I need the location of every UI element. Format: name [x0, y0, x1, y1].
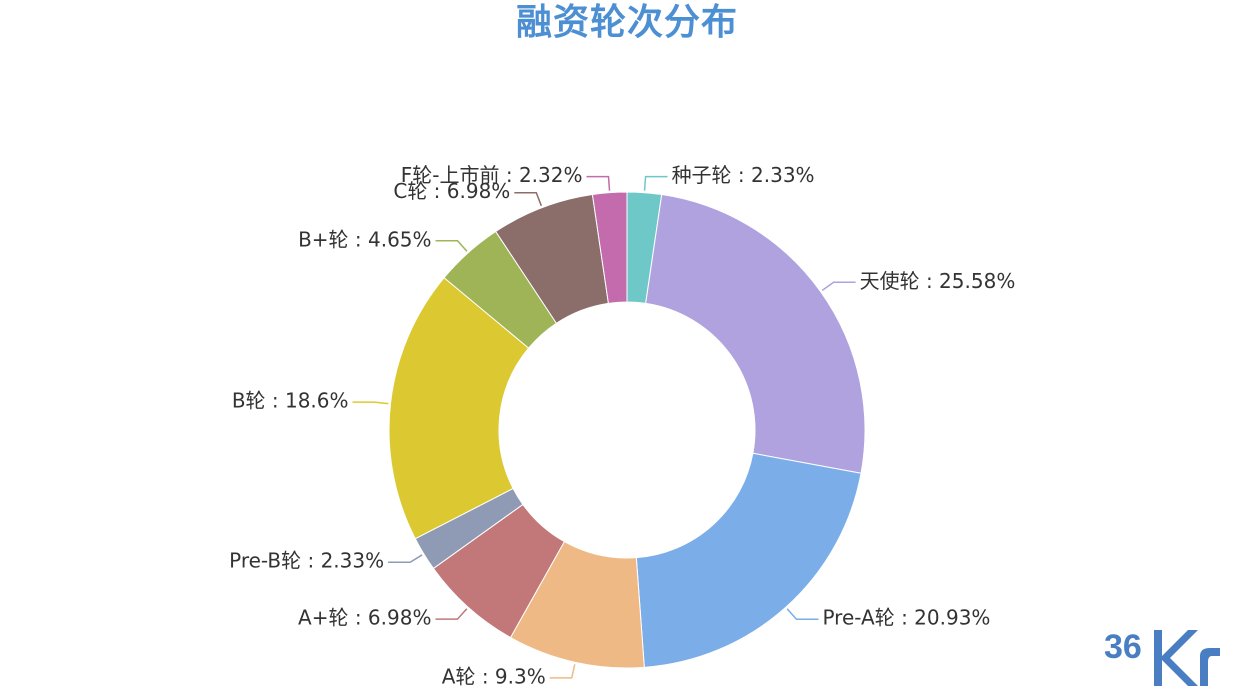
slice-6-leader [352, 401, 389, 405]
chart-title: 融资轮次分布 [515, 2, 738, 43]
slice-2-leader [786, 608, 819, 620]
slice-7-label: B+轮 : 4.65% [298, 227, 431, 251]
labels-group: 种子轮 : 2.33% 天使轮 : 25.58% Pre-A轮 : 20.93% A轮… [229, 163, 1015, 688]
slice-7-leader [435, 240, 468, 252]
slice-1 [645, 193, 866, 474]
slice-5-label: Pre-B轮 : 2.33% [229, 549, 384, 573]
brand-logo: 36 [1104, 628, 1220, 686]
slice-6 [388, 277, 530, 540]
slice-4-leader [435, 608, 468, 620]
slice-6-label: B轮 : 18.6% [232, 389, 349, 413]
leader-lines-group [352, 175, 856, 679]
slice-2-label: Pre-A轮 : 20.93% [822, 606, 990, 630]
slice-9-leader [586, 175, 611, 191]
slice-5-leader [388, 554, 423, 563]
slice-0-leader [643, 175, 668, 191]
slice-2 [635, 452, 862, 668]
slice-9 [591, 191, 628, 304]
slices-group [388, 191, 866, 669]
svg-text:36: 36 [1104, 628, 1142, 666]
slice-8-leader [514, 191, 543, 207]
slice-3-label: A轮 : 9.3% [442, 664, 546, 688]
slice-1-leader [821, 281, 856, 292]
slice-9-label: F轮-上市前 : 2.32% [401, 163, 583, 187]
slice-3-leader [549, 664, 576, 679]
slice-0-label: 种子轮 : 2.33% [672, 163, 815, 187]
slice-8-label: C轮 : 6.98% [393, 179, 510, 203]
slice-4-label: A+轮 : 6.98% [298, 606, 431, 630]
slice-1-label: 天使轮 : 25.58% [860, 269, 1016, 293]
